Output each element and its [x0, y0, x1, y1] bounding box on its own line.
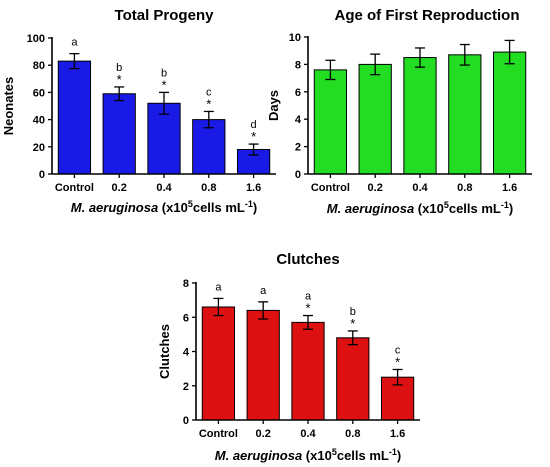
bar	[336, 337, 370, 421]
x-label-exponent: 5	[444, 200, 449, 210]
y-tick-label: 8	[183, 278, 189, 290]
x-tick-label: 0.2	[112, 182, 127, 194]
x-tick-label: 1.6	[502, 182, 517, 194]
y-tick-label: 6	[295, 87, 301, 99]
x-label-exponent: 5	[332, 447, 337, 457]
x-label-unit: cells mL	[193, 200, 245, 215]
x-label-unit: cells mL	[449, 201, 501, 216]
y-tick-label: 0	[39, 169, 45, 181]
y-tick-label: 4	[295, 114, 302, 126]
bar	[291, 321, 325, 421]
x-label-species: M. aeruginosa	[215, 448, 302, 463]
chart-panel-1: Age of First Reproduction Control 0.2 0.4 0.…	[266, 7, 532, 216]
y-tick-label: 80	[33, 60, 45, 72]
x-tick-label: 0.2	[368, 182, 383, 194]
group-letter: b	[116, 62, 122, 74]
x-label-unit: (x10	[158, 200, 188, 215]
x-tick-label: 0.2	[256, 428, 271, 440]
bar	[57, 60, 92, 175]
x-label-unit: )	[509, 201, 513, 216]
significance-star: *	[350, 316, 355, 331]
bar	[201, 306, 236, 421]
x-tick-label: 1.6	[390, 428, 405, 440]
group-letter: a	[260, 285, 267, 297]
significance-star: *	[395, 354, 400, 369]
x-label-unit: )	[253, 200, 257, 215]
significance-star: *	[206, 96, 211, 111]
y-axis-label: Clutches	[157, 324, 172, 379]
x-label-exponent: 5	[188, 199, 193, 209]
y-tick-label: 40	[33, 115, 45, 127]
chart-panel-0: Total ProgenyaControl*b0.2*b0.4*c0.8*d1.…	[1, 7, 276, 215]
significance-star: *	[117, 72, 122, 87]
x-axis-label: M. aeruginosa (x105cells mL-1)	[327, 200, 513, 216]
x-label-unit: (x10	[302, 448, 332, 463]
bar	[403, 57, 437, 175]
bar	[448, 54, 482, 175]
y-tick-label: 2	[295, 142, 301, 154]
group-letter: a	[305, 291, 312, 303]
x-tick-label: 1.6	[246, 182, 261, 194]
bar	[246, 309, 280, 421]
bar	[102, 93, 136, 175]
x-tick-label: Control	[199, 428, 238, 440]
x-axis-label: M. aeruginosa (x105cells mL-1)	[71, 199, 257, 215]
group-letter: a	[71, 37, 78, 49]
x-axis-label: M. aeruginosa (x105cells mL-1)	[215, 447, 401, 463]
group-letter: d	[251, 119, 257, 131]
chart-panel-2: ClutchesaControla0.2*a0.4*b0.8*c1.602468…	[157, 251, 420, 463]
x-label-exponent: -1	[501, 200, 509, 210]
bar	[492, 51, 527, 175]
x-tick-label: 0.8	[457, 182, 472, 194]
bar	[147, 102, 181, 175]
x-tick-label: 0.4	[156, 182, 172, 194]
y-tick-label: 8	[295, 59, 301, 71]
chart-title: Clutches	[276, 251, 339, 268]
group-letter: a	[215, 281, 222, 293]
y-tick-label: 0	[183, 415, 189, 427]
x-tick-label: 0.4	[412, 182, 428, 194]
x-tick-label: 0.8	[345, 428, 360, 440]
x-tick-label: Control	[311, 182, 350, 194]
group-letter: b	[161, 67, 167, 79]
y-axis-label: Days	[266, 90, 281, 121]
group-letter: c	[395, 344, 401, 356]
chart-title: Age of First Reproduction	[335, 7, 520, 24]
group-letter: c	[206, 86, 212, 98]
x-tick-label: Control	[55, 182, 94, 194]
y-tick-label: 20	[33, 142, 45, 154]
y-axis-label: Neonates	[1, 77, 16, 136]
y-tick-label: 4	[183, 347, 190, 359]
x-label-exponent: -1	[389, 447, 397, 457]
significance-star: *	[161, 77, 166, 92]
y-tick-label: 0	[295, 169, 301, 181]
x-label-exponent: -1	[245, 199, 253, 209]
y-tick-label: 2	[183, 381, 189, 393]
bar	[313, 69, 348, 175]
y-tick-label: 6	[183, 312, 189, 324]
group-letter: b	[350, 306, 356, 318]
x-label-unit: (x10	[414, 201, 444, 216]
significance-star: *	[251, 129, 256, 144]
x-label-unit: )	[397, 448, 401, 463]
bar	[358, 63, 392, 175]
x-label-species: M. aeruginosa	[71, 200, 158, 215]
significance-star: *	[305, 301, 310, 316]
x-label-unit: cells mL	[337, 448, 389, 463]
x-tick-label: 0.8	[201, 182, 216, 194]
y-tick-label: 10	[289, 32, 301, 44]
x-tick-label: 0.4	[300, 428, 316, 440]
y-tick-label: 100	[27, 33, 45, 45]
chart-title: Total Progeny	[115, 7, 215, 24]
y-tick-label: 60	[33, 87, 45, 99]
x-label-species: M. aeruginosa	[327, 201, 414, 216]
